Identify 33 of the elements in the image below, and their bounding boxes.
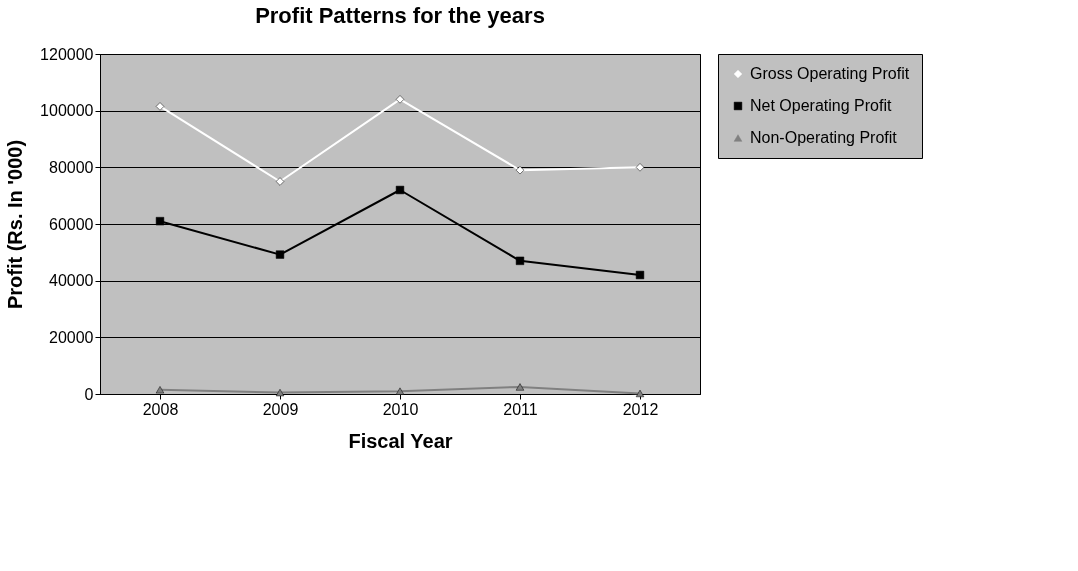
point <box>275 177 285 186</box>
point <box>515 166 525 175</box>
x-axis-title: Fiscal Year <box>348 429 453 452</box>
x-tick-label: 2008 <box>142 400 179 418</box>
x-tick-label: 2010 <box>382 400 419 418</box>
y-tick-label: 60000 <box>49 215 94 233</box>
point <box>155 386 165 394</box>
y-tick-label: 120000 <box>40 45 94 63</box>
point <box>515 383 525 391</box>
point <box>635 163 645 172</box>
legend-label: Gross Operating Profit <box>750 65 910 82</box>
x-tick-label: 2009 <box>262 400 299 418</box>
point <box>395 387 405 395</box>
point <box>395 95 405 104</box>
legend-label: Net Operating Profit <box>750 97 892 114</box>
y-tick-label: 40000 <box>49 272 94 290</box>
point <box>275 250 285 259</box>
point <box>515 256 525 265</box>
point <box>155 217 165 226</box>
point <box>395 185 405 195</box>
point <box>635 270 645 280</box>
y-tick-label: 0 <box>84 385 94 403</box>
y-tick-label: 20000 <box>49 328 94 346</box>
point <box>155 102 165 111</box>
y-tick-label: 80000 <box>49 158 94 176</box>
legend-label: Non-Operating Profit <box>750 129 898 146</box>
chart-title: Profit Patterns for the years <box>255 3 545 28</box>
point <box>635 389 645 398</box>
x-tick-label: 2011 <box>503 400 538 418</box>
y-axis-title: Profit (Rs. In '000) <box>4 139 27 310</box>
y-tick-label: 100000 <box>40 102 94 120</box>
point <box>275 388 285 397</box>
x-tick-label: 2012 <box>622 400 659 418</box>
